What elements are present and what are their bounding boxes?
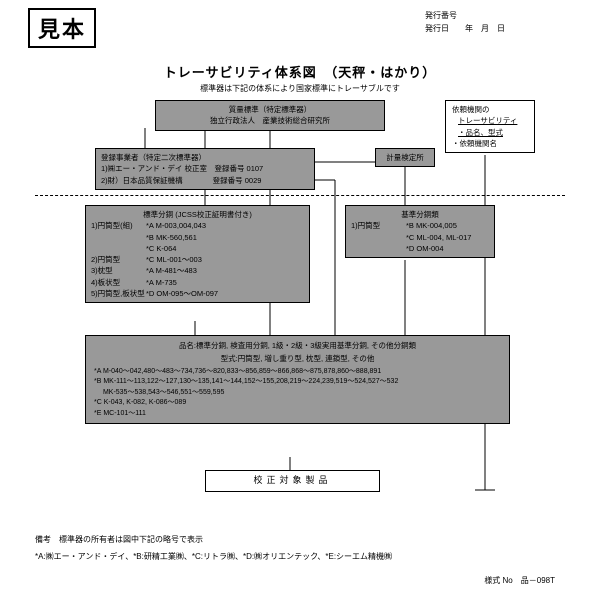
standard-weights-box: 標準分銅 (JCSS校正証明書付き) 1)円筒型(組)*A M-003,004,… <box>85 205 310 303</box>
calibration-target-box: 校正対象製品 <box>205 470 380 492</box>
text: 品名:標準分銅, 検査用分銅, 1級・2級・3級実用基準分銅, その他分銅類 <box>94 340 501 351</box>
text: ・品名、型式 <box>458 127 528 138</box>
text: 標準分銅 (JCSS校正証明書付き) <box>91 209 304 220</box>
quality-standard-box: 質量標準（特定標準器） 独立行政法人 産業技術総合研究所 <box>155 100 385 131</box>
inspection-box: 計量検定所 <box>375 148 435 167</box>
footnote: 備考 標準器の所有者は図中下記の略号で表示 *A:㈱エー・アンド・デイ、*B:研… <box>35 534 392 564</box>
text: 型式:円筒型, 増し重り型, 枕型, 連鎖型, その他 <box>94 353 501 364</box>
text: 質量標準（特定標準器） <box>161 104 379 115</box>
header-info: 発行番号 発行日 年 月 日 <box>425 10 505 36</box>
text: 備考 標準器の所有者は図中下記の略号で表示 <box>35 534 392 547</box>
issue-date: 発行日 年 月 日 <box>425 23 505 36</box>
base-weights-box: 基準分銅類 1)円筒型*B MK-004,005*C ML-004, ML-01… <box>345 205 495 258</box>
text: 登録事業者（特定二次標準器） <box>101 152 309 163</box>
form-number: 様式 No 品－098T <box>484 575 555 586</box>
requester-box: 依頼機関の トレーサビリティ ・品名、型式 ・依頼機関名 <box>445 100 535 153</box>
text: 1)㈱エー・アンド・デイ 校正室 登録番号 0107 <box>101 163 309 174</box>
text: *A:㈱エー・アンド・デイ、*B:研精工業㈱、*C:リトラ㈱、*D:㈱オリエンテ… <box>35 551 392 564</box>
text: ・依頼機関名 <box>452 138 528 149</box>
registration-box: 登録事業者（特定二次標準器） 1)㈱エー・アンド・デイ 校正室 登録番号 010… <box>95 148 315 190</box>
sample-badge: 見本 <box>28 8 96 48</box>
issue-number: 発行番号 <box>425 10 505 23</box>
text: 基準分銅類 <box>351 209 489 220</box>
divider-line <box>35 195 565 196</box>
text: 2)財）日本品質保証機構 登録番号 0029 <box>101 175 309 186</box>
page-title: トレーサビリティ体系図 （天秤・はかり） <box>35 62 565 81</box>
text: トレーサビリティ <box>458 115 528 126</box>
text: 依頼機関の <box>452 104 528 115</box>
product-box: 品名:標準分銅, 検査用分銅, 1級・2級・3級実用基準分銅, その他分銅類 型… <box>85 335 510 424</box>
text: 独立行政法人 産業技術総合研究所 <box>161 115 379 126</box>
subtitle: 標準器は下記の体系により国家標準にトレーサブルです <box>35 83 565 94</box>
traceability-diagram: 質量標準（特定標準器） 独立行政法人 産業技術総合研究所 依頼機関の トレーサビ… <box>35 100 565 560</box>
